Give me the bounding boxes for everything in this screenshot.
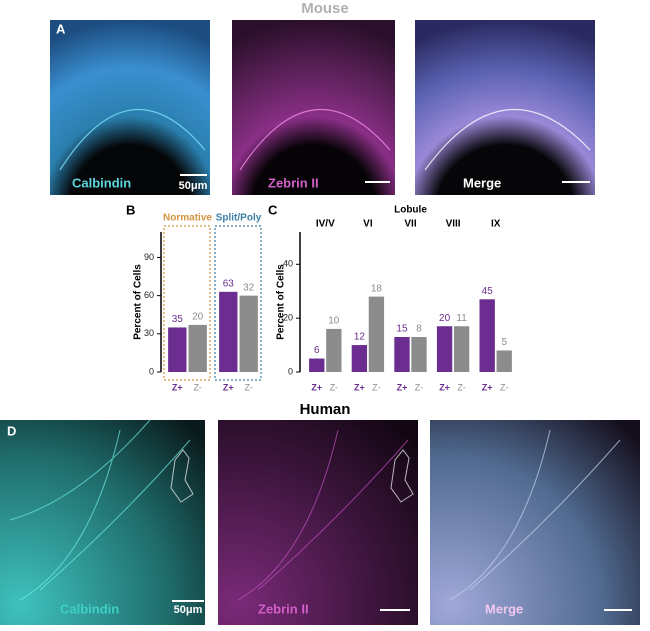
cell-outlines (9, 419, 621, 601)
bar (496, 350, 512, 372)
mouse-title: Mouse (301, 0, 349, 17)
image-label: Zebrin II (258, 601, 309, 616)
bar (368, 296, 385, 372)
image-label: Merge (463, 175, 501, 190)
bar (219, 291, 238, 372)
x-tick-label: Z+ (172, 382, 183, 392)
chart-title: Lobule (394, 205, 427, 216)
count-label: 20 (192, 312, 204, 323)
x-tick-label: Z- (193, 382, 202, 392)
x-tick-label: Z- (330, 382, 339, 392)
category-label: VIII (446, 219, 461, 230)
count-label: 10 (328, 316, 340, 327)
count-label: 6 (314, 345, 320, 356)
x-tick-label: Z+ (482, 382, 493, 392)
y-tick-label: 20 (283, 313, 293, 323)
category-label: IX (491, 219, 501, 230)
category-label: IV/V (316, 219, 335, 230)
count-label: 63 (223, 278, 235, 289)
y-tick-label: 90 (144, 252, 154, 262)
x-tick-label: Z- (372, 382, 381, 392)
count-label: 20 (439, 313, 451, 324)
y-tick-label: 60 (144, 290, 154, 300)
human-merge-image (430, 420, 640, 625)
x-tick-label: Z- (500, 382, 509, 392)
mouse-calbindin-image (50, 20, 210, 195)
y-axis-label: Percent of Cells (133, 264, 144, 340)
category-label: Normative (163, 213, 212, 224)
count-label: 11 (456, 313, 467, 324)
panel-label: B (126, 202, 135, 217)
bar (168, 327, 187, 372)
count-label: 35 (172, 314, 184, 325)
image-label: Calbindin (60, 601, 119, 616)
scale-label: 50μm (179, 180, 208, 192)
panel-label: D (7, 423, 16, 438)
cell-outlines (59, 108, 591, 171)
x-tick-label: Z- (415, 382, 424, 392)
x-tick-label: Z+ (439, 382, 450, 392)
y-tick-label: 40 (283, 259, 293, 269)
x-tick-label: Z- (244, 382, 253, 392)
panel-label: A (56, 21, 66, 36)
y-tick-label: 30 (144, 328, 154, 338)
x-tick-label: Z+ (311, 382, 322, 392)
count-label: 32 (243, 282, 255, 293)
bar (394, 337, 410, 372)
y-tick-label: 0 (149, 366, 154, 376)
bar (479, 299, 495, 372)
image-label: Merge (485, 601, 523, 616)
x-tick-label: Z+ (223, 382, 234, 392)
bar (436, 326, 453, 372)
mouse-merge-image (415, 20, 595, 195)
count-label: 8 (416, 324, 422, 335)
count-label: 12 (354, 332, 366, 343)
y-tick-label: 0 (288, 366, 293, 376)
mouse-zebrin-image (232, 20, 395, 195)
category-label: VII (404, 219, 416, 230)
bar (309, 358, 325, 372)
panel-label: C (268, 202, 278, 217)
human-title: Human (300, 401, 351, 418)
category-label: Split/Poly (216, 213, 262, 224)
bar (411, 337, 427, 372)
image-label: Calbindin (72, 175, 131, 190)
human-calbindin-image (0, 420, 205, 625)
count-label: 18 (371, 283, 383, 294)
bar (326, 328, 342, 372)
count-label: 5 (501, 337, 507, 348)
y-axis-label: Percent of Cells (276, 264, 287, 340)
bar (239, 295, 258, 372)
bar (453, 326, 470, 372)
category-label: VI (363, 219, 373, 230)
x-tick-label: Z+ (397, 382, 408, 392)
bar (188, 324, 207, 372)
bar (351, 345, 368, 372)
x-tick-label: Z+ (354, 382, 365, 392)
scale-label: 50μm (174, 604, 203, 616)
count-label: 15 (396, 324, 408, 335)
count-label: 45 (482, 286, 494, 297)
image-label: Zebrin II (268, 175, 319, 190)
x-tick-label: Z- (457, 382, 466, 392)
